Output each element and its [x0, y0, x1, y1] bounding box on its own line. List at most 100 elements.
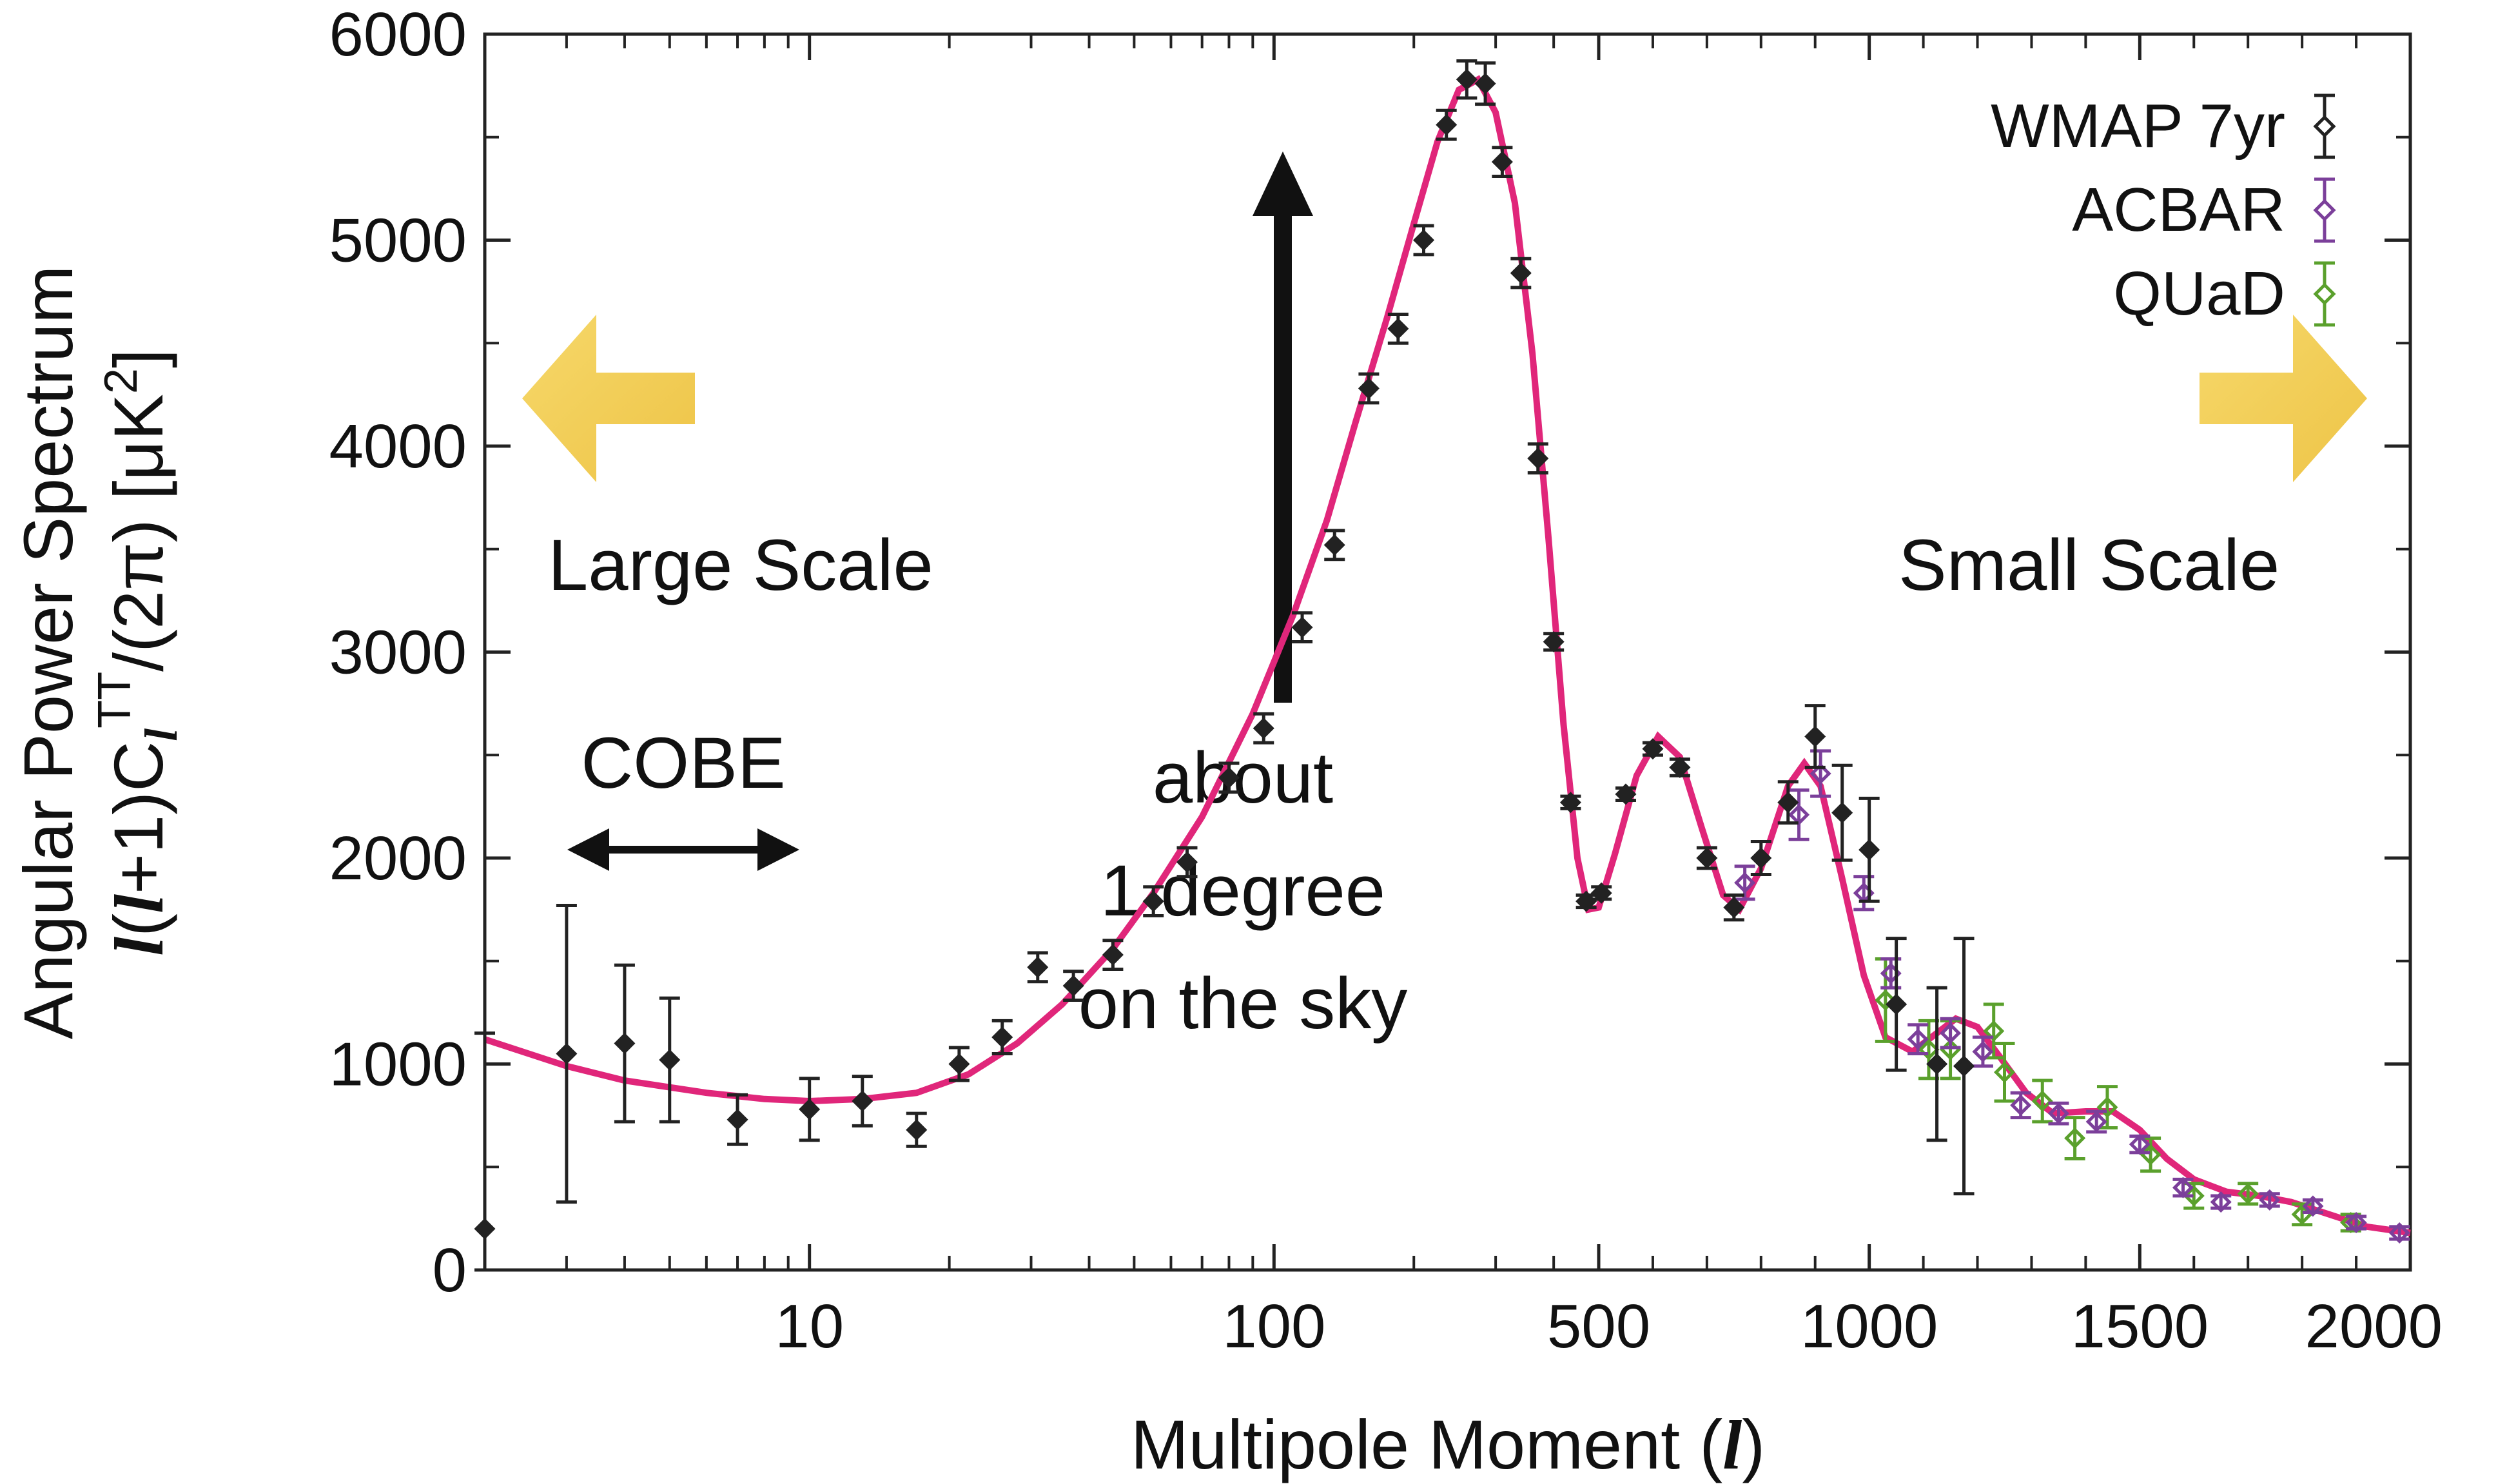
wmap-7yr-data-point — [659, 1049, 681, 1071]
wmap-7yr-data-point — [727, 1109, 748, 1131]
acbar-data-point — [2210, 1191, 2232, 1213]
x-tick-label: 2000 — [2305, 1292, 2443, 1361]
wmap-7yr-data-point — [1176, 851, 1198, 873]
wmap-7yr-data-point — [1218, 766, 1240, 788]
small-scale-arrow-icon — [2200, 315, 2367, 482]
wmap-7yr-data-point — [1886, 993, 1907, 1015]
wmap-7yr-data-point — [1953, 1055, 1975, 1077]
x-tick-label: 10 — [775, 1292, 844, 1361]
acbar-data-point — [1810, 763, 1831, 785]
wmap-7yr-data-point — [1777, 792, 1799, 814]
x-tick-label: 1000 — [1800, 1292, 1938, 1361]
acbar-data-point — [1788, 804, 1810, 826]
wmap-7yr-data-point — [556, 1042, 578, 1065]
acbar-error-bar — [1788, 788, 1810, 841]
legend-marker-acbar — [2313, 199, 2336, 222]
acbar-data-point — [2129, 1133, 2151, 1155]
wmap-7yr-data-point — [1696, 847, 1718, 869]
data-points — [474, 59, 2410, 1272]
acbar-data-point — [1972, 1040, 1994, 1062]
y-axis-ticks: 0 1000 2000 3000 4000 5000 6000 — [329, 0, 2410, 1305]
large-scale-arrow-icon — [522, 315, 695, 482]
wmap-7yr-data-point — [1412, 229, 1435, 251]
wmap-7yr-data-point — [1474, 73, 1496, 95]
quad-error-bar — [2064, 1116, 2085, 1160]
quad-data-point — [2096, 1097, 2118, 1118]
quad-data-point — [1983, 1020, 2005, 1042]
wmap-7yr-data-point — [1027, 956, 1049, 978]
y-tick-label: 5000 — [329, 206, 467, 275]
quad-data-point — [1918, 1039, 1940, 1060]
small-scale-label: Small Scale — [1898, 525, 2279, 605]
acbar-data-point — [2345, 1211, 2367, 1234]
wmap-7yr-data-point — [1750, 847, 1772, 869]
wmap-7yr-data-point — [1615, 783, 1637, 805]
wmap-7yr-data-point — [906, 1119, 928, 1141]
peak-arrow-icon — [1253, 151, 1313, 703]
y-axis-label-line1: Angular Power Spectrum — [9, 266, 87, 1040]
quad-data-point — [2183, 1185, 2205, 1207]
wmap-7yr-data-point — [1491, 151, 1513, 173]
quad-data-point — [2064, 1127, 2086, 1149]
wmap-7yr-data-point — [1253, 718, 1274, 739]
wmap-7yr-data-point — [948, 1053, 970, 1075]
x-axis-ticks: 10 100 500 1000 1500 2000 — [565, 34, 2443, 1361]
wmap-7yr-data-point — [1436, 114, 1458, 136]
quad-error-bar — [2032, 1079, 2053, 1124]
y-tick-label: 0 — [433, 1236, 467, 1305]
quad-data-point — [2237, 1183, 2259, 1205]
y-tick-label: 6000 — [329, 0, 467, 69]
wmap-7yr-data-point — [1062, 975, 1084, 997]
legend: WMAP 7yr ACBAR QUaD — [1991, 92, 2336, 328]
acbar-data-point — [2388, 1222, 2410, 1244]
peak-label-line1: about — [1153, 737, 1333, 818]
wmap-7yr-data-point — [1102, 944, 1124, 966]
wmap-7yr-data-point — [474, 1218, 496, 1240]
y-axis-label-line2: l(l+1)ClTT/(2π) [μK2] — [89, 349, 187, 956]
large-scale-label: Large Scale — [548, 525, 933, 605]
wmap-7yr-data-point — [1559, 792, 1581, 814]
acbar-data-point — [2085, 1111, 2107, 1133]
x-tick-label: 1500 — [2071, 1292, 2209, 1361]
cobe-double-arrow-icon — [567, 828, 799, 871]
wmap-7yr-data-point — [1291, 616, 1313, 638]
wmap-7yr-data-point — [1926, 1053, 1948, 1075]
wmap-7yr-data-point — [1858, 839, 1880, 861]
wmap-7yr-data-point — [1323, 534, 1345, 556]
wmap-7yr-data-point — [1142, 890, 1164, 912]
y-tick-label: 1000 — [329, 1030, 467, 1099]
legend-marker-quad — [2313, 282, 2336, 306]
wmap-7yr-data-point — [1387, 318, 1409, 340]
acbar-error-bar — [1734, 864, 1755, 901]
wmap-7yr-data-point — [991, 1026, 1013, 1048]
wmap-7yr-data-point — [1456, 68, 1478, 90]
y-tick-label: 2000 — [329, 824, 467, 893]
acbar-data-point — [2047, 1102, 2069, 1124]
wmap-7yr-data-point — [1543, 630, 1565, 653]
quad-data-point — [1993, 1061, 2016, 1083]
acbar-data-point — [2172, 1176, 2194, 1198]
acbar-data-point — [2302, 1195, 2324, 1217]
wmap-7yr-data-point — [1510, 262, 1532, 284]
acbar-data-point — [1907, 1028, 1929, 1050]
legend-label-acbar: ACBAR — [2072, 175, 2285, 244]
y-axis-label: Angular Power Spectrum l(l+1)ClTT/(2π) [… — [9, 266, 187, 1040]
x-axis-label: Multipole Moment (l) — [1131, 1405, 1765, 1484]
wmap-7yr-data-point — [1358, 378, 1380, 400]
legend-label-wmap: WMAP 7yr — [1991, 92, 2285, 161]
y-tick-label: 3000 — [329, 618, 467, 687]
wmap-7yr-data-point — [1669, 756, 1691, 778]
wmap-7yr-data-point — [852, 1090, 873, 1112]
quad-error-bar — [1994, 1042, 2015, 1103]
quad-data-point — [1875, 989, 1897, 1011]
wmap-7yr-data-point — [1642, 738, 1664, 760]
cobe-label: COBE — [581, 723, 785, 803]
wmap-7yr-data-point — [1527, 447, 1549, 469]
peak-label-line2: 1 degree — [1100, 850, 1385, 931]
acbar-data-point — [1940, 1022, 1962, 1044]
model-curve — [483, 75, 2411, 1236]
peak-label-line3: on the sky — [1078, 963, 1408, 1044]
x-tick-label: 500 — [1547, 1292, 1650, 1361]
y-tick-label: 4000 — [329, 412, 467, 481]
wmap-7yr-data-point — [1723, 897, 1745, 919]
